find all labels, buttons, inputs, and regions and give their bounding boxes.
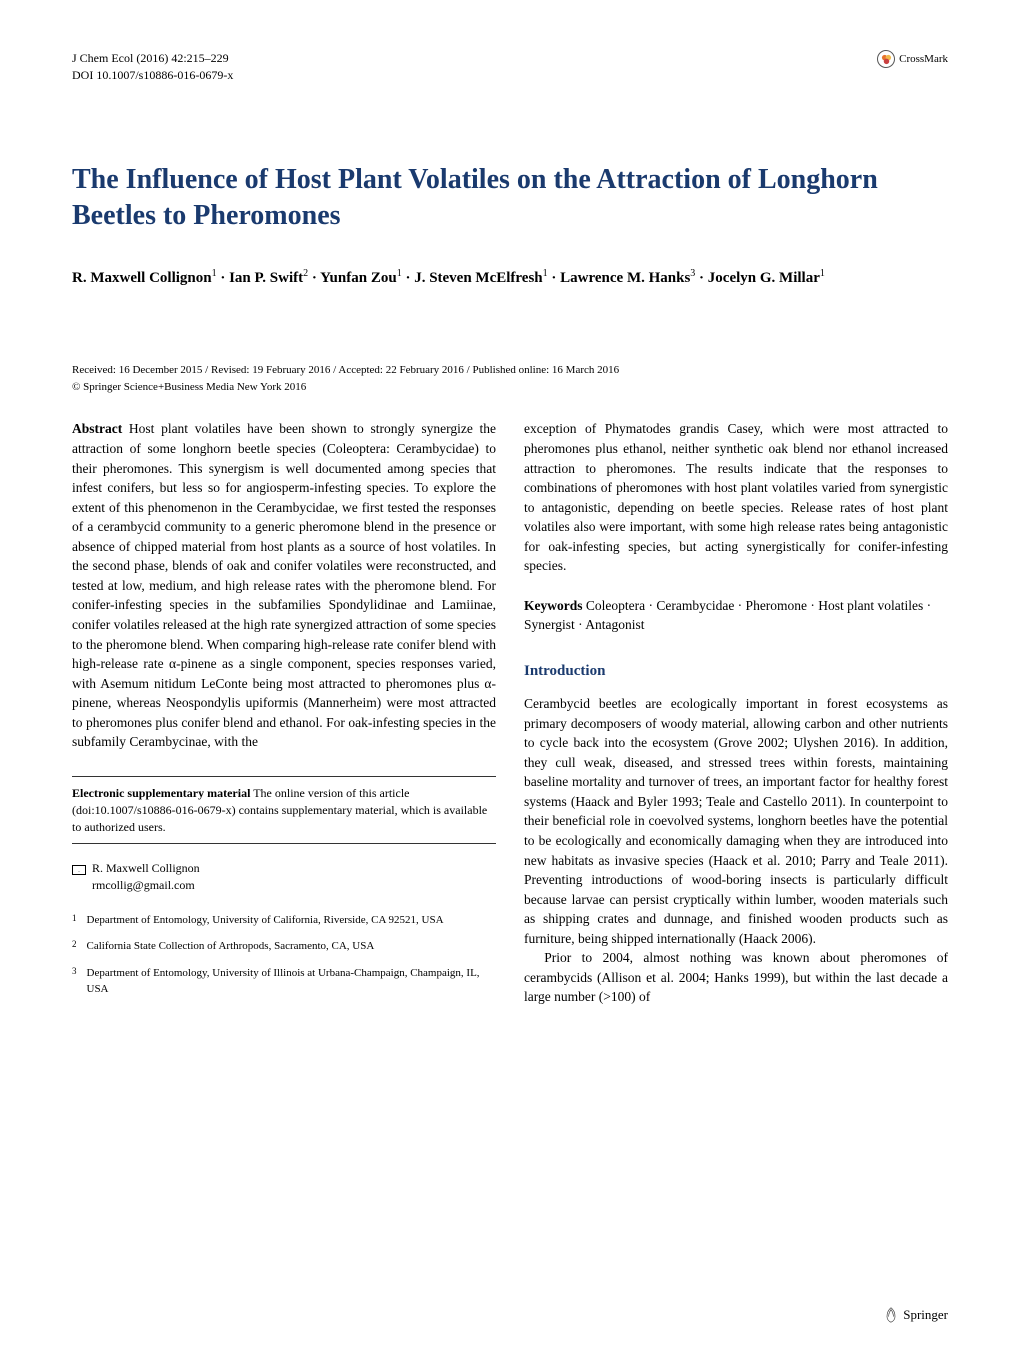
dates-line1: Received: 16 December 2015 / Revised: 19… bbox=[72, 362, 948, 379]
doi: DOI 10.1007/s10886-016-0679-x bbox=[72, 67, 233, 84]
intro-heading: Introduction bbox=[524, 663, 948, 680]
supplementary-box: Electronic supplementary material The on… bbox=[72, 776, 496, 844]
crossmark-icon bbox=[877, 50, 895, 68]
affiliation-1: 1 Department of Entomology, University o… bbox=[72, 912, 496, 929]
supplementary-label: Electronic supplementary material bbox=[72, 786, 250, 800]
abstract-text-left: Host plant volatiles have been shown to … bbox=[72, 421, 496, 749]
abstract-text-right: exception of Phymatodes grandis Casey, w… bbox=[524, 421, 948, 573]
abstract-label: Abstract bbox=[72, 421, 122, 436]
journal-citation: J Chem Ecol (2016) 42:215–229 bbox=[72, 50, 233, 67]
corresponding-name: R. Maxwell Collignon bbox=[92, 861, 200, 875]
affiliation-2: 2 California State Collection of Arthrop… bbox=[72, 938, 496, 955]
intro-p1: Cerambycid beetles are ecologically impo… bbox=[524, 694, 948, 948]
article-title: The Influence of Host Plant Volatiles on… bbox=[72, 162, 948, 235]
abstract-right: exception of Phymatodes grandis Casey, w… bbox=[524, 419, 948, 576]
aff-num-1: 1 bbox=[72, 912, 77, 929]
right-column: exception of Phymatodes grandis Casey, w… bbox=[524, 419, 948, 1008]
aff-num-3: 3 bbox=[72, 965, 77, 998]
dates-line2: © Springer Science+Business Media New Yo… bbox=[72, 379, 948, 396]
author-list: R. Maxwell Collignon1 · Ian P. Swift2 · … bbox=[72, 266, 948, 290]
aff-text-2: California State Collection of Arthropod… bbox=[87, 938, 375, 955]
abstract-left: Abstract Host plant volatiles have been … bbox=[72, 419, 496, 752]
keywords-text: Coleoptera · Cerambycidae · Pheromone · … bbox=[524, 598, 931, 633]
envelope-icon bbox=[72, 865, 86, 875]
crossmark-label: CrossMark bbox=[899, 53, 948, 65]
publisher-name: Springer bbox=[903, 1307, 948, 1323]
affiliations-list: 1 Department of Entomology, University o… bbox=[72, 912, 496, 998]
affiliation-3: 3 Department of Entomology, University o… bbox=[72, 965, 496, 998]
intro-p2: Prior to 2004, almost nothing was known … bbox=[524, 948, 948, 1007]
left-column: Abstract Host plant volatiles have been … bbox=[72, 419, 496, 1008]
keywords-block: Keywords Coleoptera · Cerambycidae · Phe… bbox=[524, 596, 948, 635]
aff-num-2: 2 bbox=[72, 938, 77, 955]
page-header: J Chem Ecol (2016) 42:215–229 DOI 10.100… bbox=[72, 50, 948, 84]
publisher-footer: Springer bbox=[883, 1307, 948, 1323]
aff-text-3: Department of Entomology, University of … bbox=[87, 965, 497, 998]
aff-text-1: Department of Entomology, University of … bbox=[87, 912, 444, 929]
corresponding-email: rmcollig@gmail.com bbox=[72, 877, 496, 894]
two-column-layout: Abstract Host plant volatiles have been … bbox=[72, 419, 948, 1008]
corresponding-author: R. Maxwell Collignon rmcollig@gmail.com bbox=[72, 860, 496, 894]
springer-icon bbox=[883, 1307, 899, 1323]
publication-dates: Received: 16 December 2015 / Revised: 19… bbox=[72, 362, 948, 395]
keywords-label: Keywords bbox=[524, 598, 583, 613]
intro-body: Cerambycid beetles are ecologically impo… bbox=[524, 694, 948, 1007]
journal-info: J Chem Ecol (2016) 42:215–229 DOI 10.100… bbox=[72, 50, 233, 84]
crossmark-badge[interactable]: CrossMark bbox=[877, 50, 948, 68]
